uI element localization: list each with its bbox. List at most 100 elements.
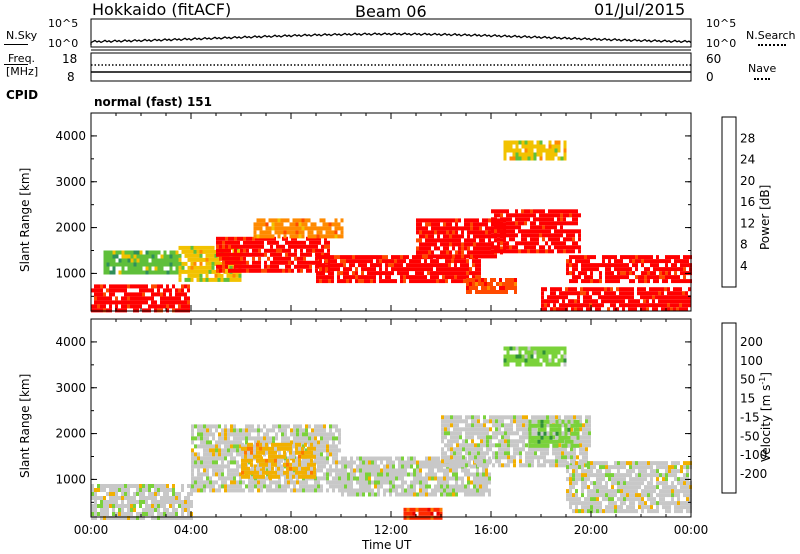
data-cell (593, 485, 596, 490)
data-cell (166, 304, 169, 309)
data-cell (442, 279, 445, 284)
data-cell (471, 447, 474, 452)
data-cell (233, 432, 236, 437)
data-cell (467, 226, 470, 231)
data-cell (602, 509, 605, 514)
data-cell (590, 271, 593, 276)
data-cell (492, 463, 495, 468)
data-cell (212, 472, 215, 477)
data-cell (440, 254, 443, 259)
data-cell (136, 484, 139, 488)
data-cell (424, 275, 427, 280)
data-cell (455, 226, 458, 231)
data-cell (450, 419, 453, 424)
data-cell (599, 469, 602, 474)
data-cell (236, 464, 239, 469)
data-cell (540, 415, 543, 420)
data-cell (379, 279, 382, 284)
data-cell (196, 265, 200, 270)
data-cell (97, 304, 100, 309)
data-cell (151, 484, 154, 488)
data-cell (680, 267, 683, 272)
data-cell (626, 263, 629, 268)
data-cell (495, 419, 498, 424)
data-cell (409, 275, 412, 280)
data-cell (460, 267, 463, 272)
data-cell (403, 255, 406, 260)
data-cell (240, 264, 243, 269)
data-cell (256, 446, 259, 451)
data-cell (288, 248, 291, 253)
data-cell (623, 489, 626, 494)
data-cell (602, 473, 605, 478)
data-cell (460, 275, 463, 280)
data-cell (268, 230, 272, 235)
data-cell (118, 512, 121, 516)
data-cell (212, 432, 215, 437)
data-cell (359, 480, 362, 485)
data-cell (233, 480, 236, 485)
data-cell (240, 256, 243, 261)
data-cell (558, 431, 562, 436)
data-cell (218, 444, 221, 449)
data-cell (136, 258, 140, 263)
data-cell (468, 427, 471, 432)
data-cell (103, 488, 106, 492)
data-cell (480, 447, 483, 452)
data-cell (513, 451, 516, 456)
data-cell (227, 488, 230, 493)
data-cell (611, 489, 614, 494)
data-cell (309, 236, 312, 241)
data-cell (653, 473, 656, 478)
data-cell (500, 221, 503, 226)
data-cell (410, 480, 413, 485)
data-cell (641, 497, 644, 502)
data-cell (569, 465, 572, 470)
data-cell (398, 484, 401, 489)
data-cell (259, 474, 262, 479)
data-cell (486, 443, 489, 448)
data-cell (257, 428, 260, 433)
data-cell (233, 440, 236, 445)
data-cell (151, 288, 154, 293)
data-cell (456, 435, 459, 440)
data-cell (454, 263, 457, 268)
data-cell (271, 218, 275, 223)
data-cell (575, 481, 578, 486)
data-cell (557, 217, 560, 222)
data-cell (494, 221, 497, 226)
data-cell (350, 456, 353, 461)
data-cell (257, 480, 260, 485)
data-cell (566, 469, 569, 474)
data-cell (215, 428, 218, 433)
data-cell (300, 244, 303, 249)
data-cell (542, 233, 545, 238)
data-cell (449, 484, 452, 489)
data-cell (410, 472, 413, 477)
data-cell (575, 259, 578, 264)
data-cell (235, 277, 239, 282)
data-cell (100, 308, 103, 313)
data-cell (227, 440, 230, 445)
data-cell (468, 455, 471, 460)
data-cell (599, 263, 602, 268)
data-cell (584, 481, 587, 486)
data-cell (127, 262, 131, 267)
data-cell (569, 255, 572, 260)
data-cell (320, 488, 323, 493)
data-cell (172, 504, 175, 508)
data-cell (252, 260, 255, 265)
data-cell (328, 271, 331, 276)
data-cell (419, 218, 422, 223)
data-cell (486, 439, 489, 444)
data-cell (554, 225, 557, 230)
data-cell (503, 209, 506, 214)
data-cell (200, 428, 203, 433)
data-cell (222, 244, 225, 249)
data-cell (431, 238, 434, 243)
data-cell (310, 470, 313, 475)
data-cell (451, 275, 454, 280)
data-cell (211, 245, 215, 250)
data-cell (539, 249, 542, 254)
data-cell (103, 504, 106, 508)
